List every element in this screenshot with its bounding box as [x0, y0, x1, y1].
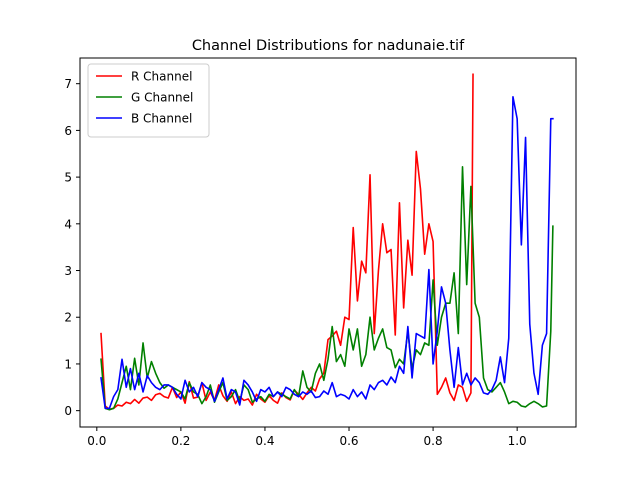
x-tick-label: 0.8 — [424, 434, 443, 448]
axes-layer: 0.0 0.2 0.4 0.6 0.8 1.0 0 1 2 3 4 5 6 7 — [64, 57, 577, 448]
series-layer — [100, 73, 554, 411]
legend-label-2: B Channel — [131, 112, 192, 126]
y-tick-label: 3 — [64, 264, 72, 278]
chart-title: Channel Distributions for nadunaie.tif — [192, 38, 465, 54]
y-tick-label: 7 — [64, 77, 72, 91]
y-tick-label: 0 — [64, 404, 72, 418]
legend-label-1: G Channel — [131, 91, 193, 105]
series-line-2 — [100, 95, 554, 410]
plot-frame — [79, 57, 577, 428]
y-tick-label: 4 — [64, 217, 72, 231]
legend-label-0: R Channel — [131, 70, 192, 84]
x-tick-label: 0.2 — [171, 434, 190, 448]
series-line-1 — [100, 166, 554, 411]
x-tick-label: 0.0 — [87, 434, 106, 448]
x-tick-label: 1.0 — [508, 434, 527, 448]
y-tick-label: 2 — [64, 311, 72, 325]
x-tick-label: 0.6 — [339, 434, 358, 448]
legend: R Channel G Channel B Channel — [87, 63, 210, 138]
y-tick-label: 5 — [64, 171, 72, 185]
series-line-0 — [100, 73, 474, 411]
y-tick-label: 1 — [64, 357, 72, 371]
y-tick-label: 6 — [64, 124, 72, 138]
x-tick-label: 0.4 — [255, 434, 274, 448]
